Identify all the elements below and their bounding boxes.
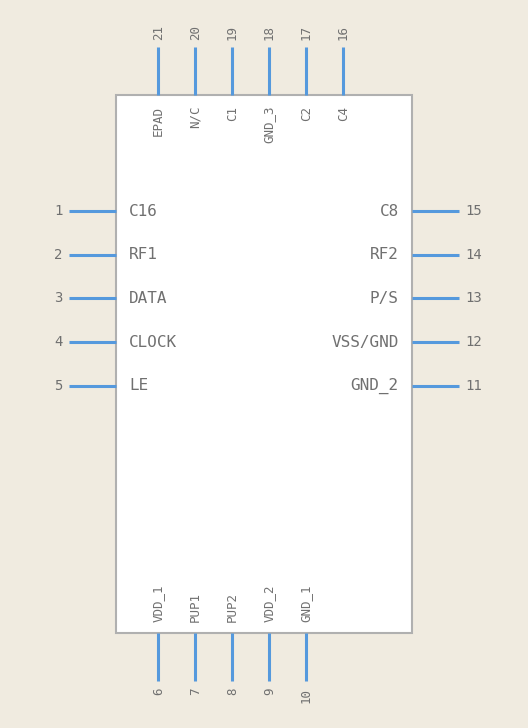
Text: C16: C16 — [129, 204, 158, 218]
Text: DATA: DATA — [129, 291, 168, 306]
Text: 4: 4 — [54, 335, 62, 349]
Text: N/C: N/C — [189, 106, 202, 128]
Text: VSS/GND: VSS/GND — [331, 335, 399, 349]
Text: 21: 21 — [152, 25, 165, 40]
Text: C8: C8 — [380, 204, 399, 218]
Text: PUP2: PUP2 — [226, 593, 239, 622]
Text: 3: 3 — [54, 291, 62, 306]
Text: 6: 6 — [152, 688, 165, 695]
Text: 7: 7 — [189, 688, 202, 695]
Text: VDD_1: VDD_1 — [152, 585, 165, 622]
Text: P/S: P/S — [370, 291, 399, 306]
Text: 5: 5 — [54, 379, 62, 393]
Text: 20: 20 — [189, 25, 202, 40]
Text: 12: 12 — [466, 335, 483, 349]
Text: 16: 16 — [337, 25, 350, 40]
Text: C2: C2 — [300, 106, 313, 121]
Text: 9: 9 — [263, 688, 276, 695]
Text: RF1: RF1 — [129, 248, 158, 262]
Text: EPAD: EPAD — [152, 106, 165, 135]
Text: PUP1: PUP1 — [189, 593, 202, 622]
Text: C4: C4 — [337, 106, 350, 121]
Text: C1: C1 — [226, 106, 239, 121]
Text: 8: 8 — [226, 688, 239, 695]
Text: 2: 2 — [54, 248, 62, 262]
Text: 11: 11 — [466, 379, 483, 393]
Text: VDD_2: VDD_2 — [263, 585, 276, 622]
Bar — [116, 95, 412, 633]
Text: 15: 15 — [466, 204, 483, 218]
Text: CLOCK: CLOCK — [129, 335, 177, 349]
Text: 18: 18 — [263, 25, 276, 40]
Text: GND_3: GND_3 — [263, 106, 276, 143]
Text: 19: 19 — [226, 25, 239, 40]
Text: 1: 1 — [54, 204, 62, 218]
Text: 14: 14 — [466, 248, 483, 262]
Text: RF2: RF2 — [370, 248, 399, 262]
Text: 17: 17 — [300, 25, 313, 40]
Text: GND_1: GND_1 — [300, 585, 313, 622]
Text: 10: 10 — [300, 688, 313, 703]
Text: 13: 13 — [466, 291, 483, 306]
Text: GND_2: GND_2 — [351, 378, 399, 394]
Text: LE: LE — [129, 379, 148, 393]
